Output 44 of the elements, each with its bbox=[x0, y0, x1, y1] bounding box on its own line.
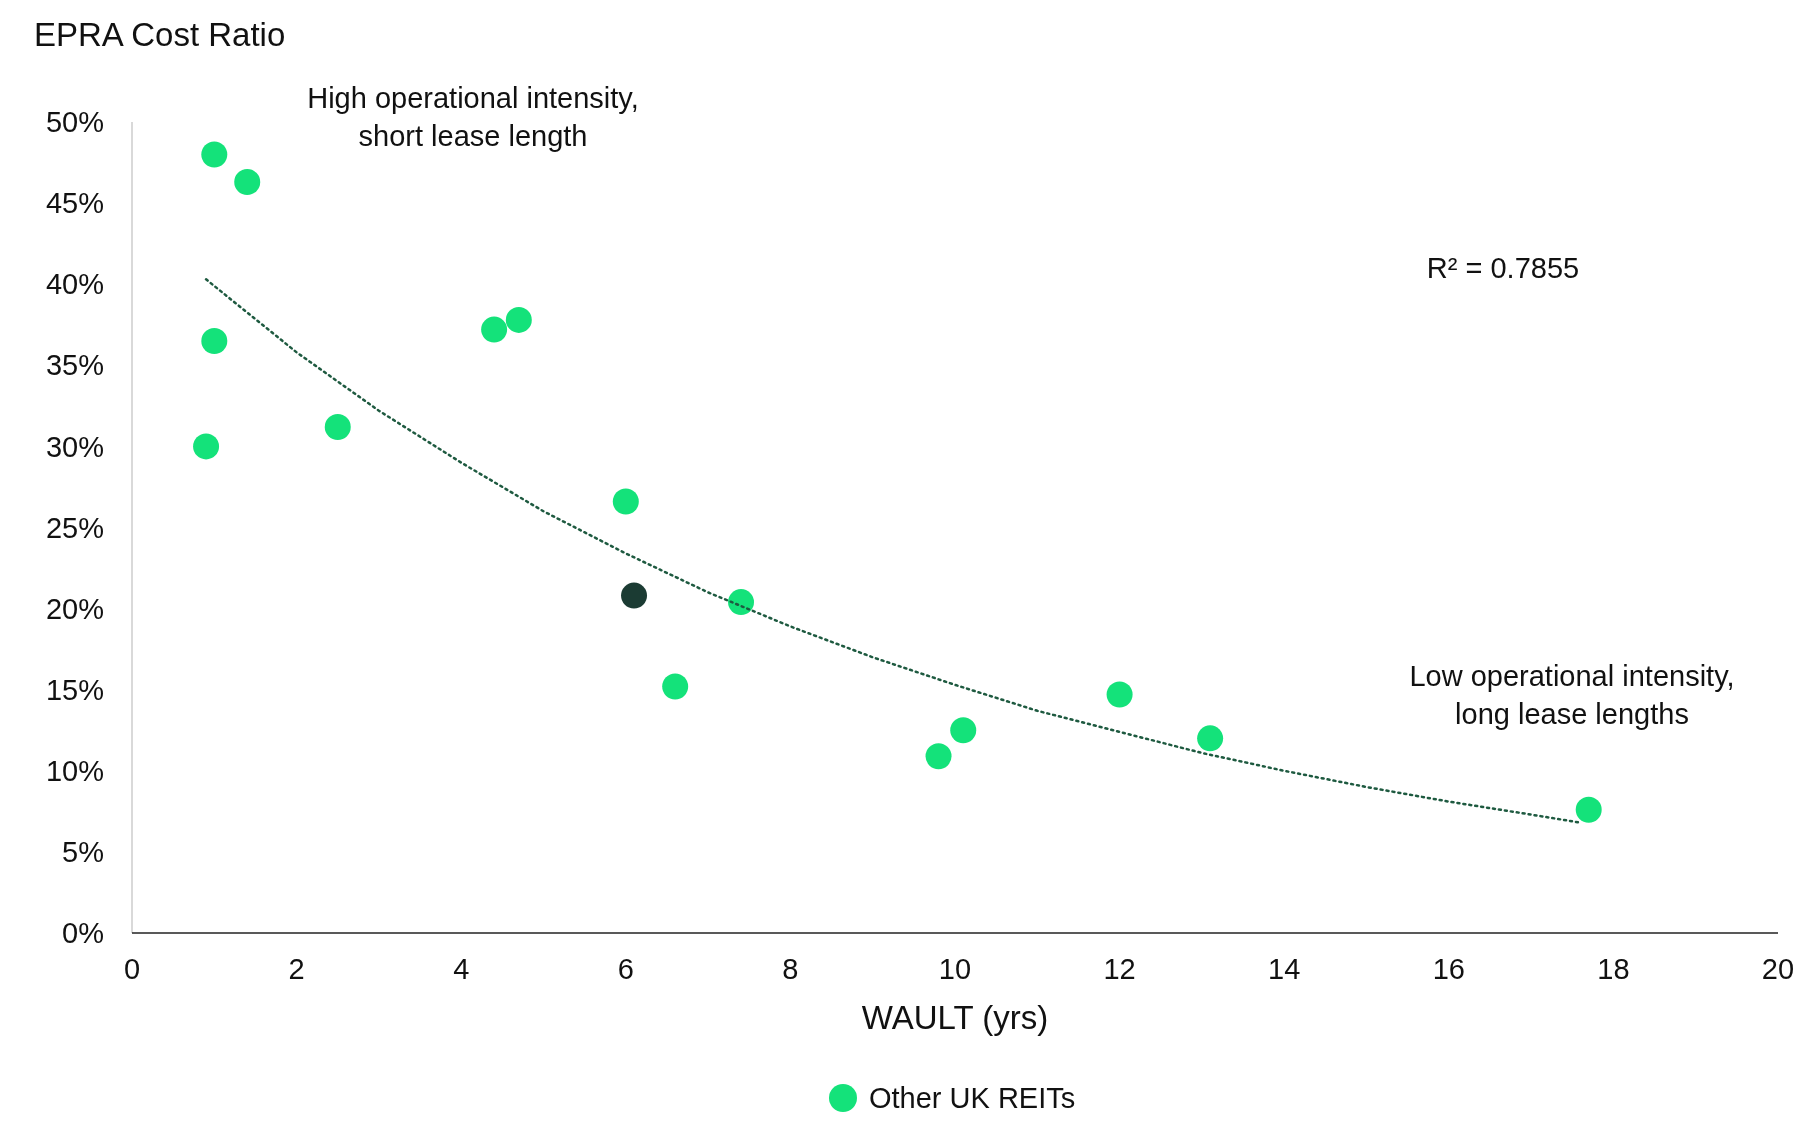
point bbox=[234, 169, 261, 196]
point bbox=[925, 743, 952, 770]
y-tick-label: 5% bbox=[62, 836, 104, 869]
x-tick-label: 16 bbox=[1432, 953, 1465, 985]
point bbox=[201, 141, 228, 168]
y-tick-label: 10% bbox=[45, 754, 104, 787]
point bbox=[1106, 681, 1133, 708]
y-tick-label: 50% bbox=[45, 106, 104, 139]
point bbox=[950, 717, 977, 744]
y-tick-label: 30% bbox=[45, 430, 104, 463]
y-tick-label: 20% bbox=[45, 592, 104, 625]
x-tick-label: 12 bbox=[1103, 953, 1136, 985]
annotation: R² = 0.7855 bbox=[1426, 252, 1580, 284]
x-tick-label: 6 bbox=[617, 953, 634, 985]
point bbox=[193, 433, 220, 460]
x-tick-label: 10 bbox=[938, 953, 972, 985]
x-tick-label: 20 bbox=[1761, 953, 1795, 985]
x-tick-label: 2 bbox=[288, 953, 305, 985]
x-tick-label: 14 bbox=[1268, 953, 1301, 985]
y-tick-label: 15% bbox=[45, 673, 104, 706]
legend-label: Other UK REITs bbox=[869, 1082, 1076, 1115]
x-tick-label: 0 bbox=[123, 953, 141, 985]
point bbox=[481, 316, 508, 343]
y-tick-label: 0% bbox=[62, 917, 104, 950]
point bbox=[324, 413, 351, 440]
point bbox=[1197, 725, 1224, 752]
y-tick-label: 25% bbox=[45, 511, 104, 544]
annotation: Low operational intensity, long lease lengths bbox=[1409, 660, 1735, 730]
y-tick-label: 45% bbox=[45, 187, 104, 220]
annotation: High operational intensity, short lease length bbox=[307, 82, 639, 152]
point bbox=[1575, 796, 1602, 823]
x-axis-title: WAULT (yrs) bbox=[861, 999, 1049, 1036]
x-tick-label: 18 bbox=[1597, 953, 1630, 985]
point bbox=[662, 673, 689, 700]
y-tick-label: 35% bbox=[45, 349, 104, 382]
point bbox=[728, 589, 755, 616]
x-tick-label: 8 bbox=[782, 953, 799, 985]
x-tick-label: 4 bbox=[453, 953, 470, 985]
point bbox=[612, 488, 639, 515]
y-tick-label: 40% bbox=[45, 268, 104, 301]
point bbox=[505, 306, 532, 333]
point bbox=[621, 582, 648, 609]
chart-title: EPRA Cost Ratio bbox=[34, 16, 286, 53]
point bbox=[201, 327, 228, 354]
